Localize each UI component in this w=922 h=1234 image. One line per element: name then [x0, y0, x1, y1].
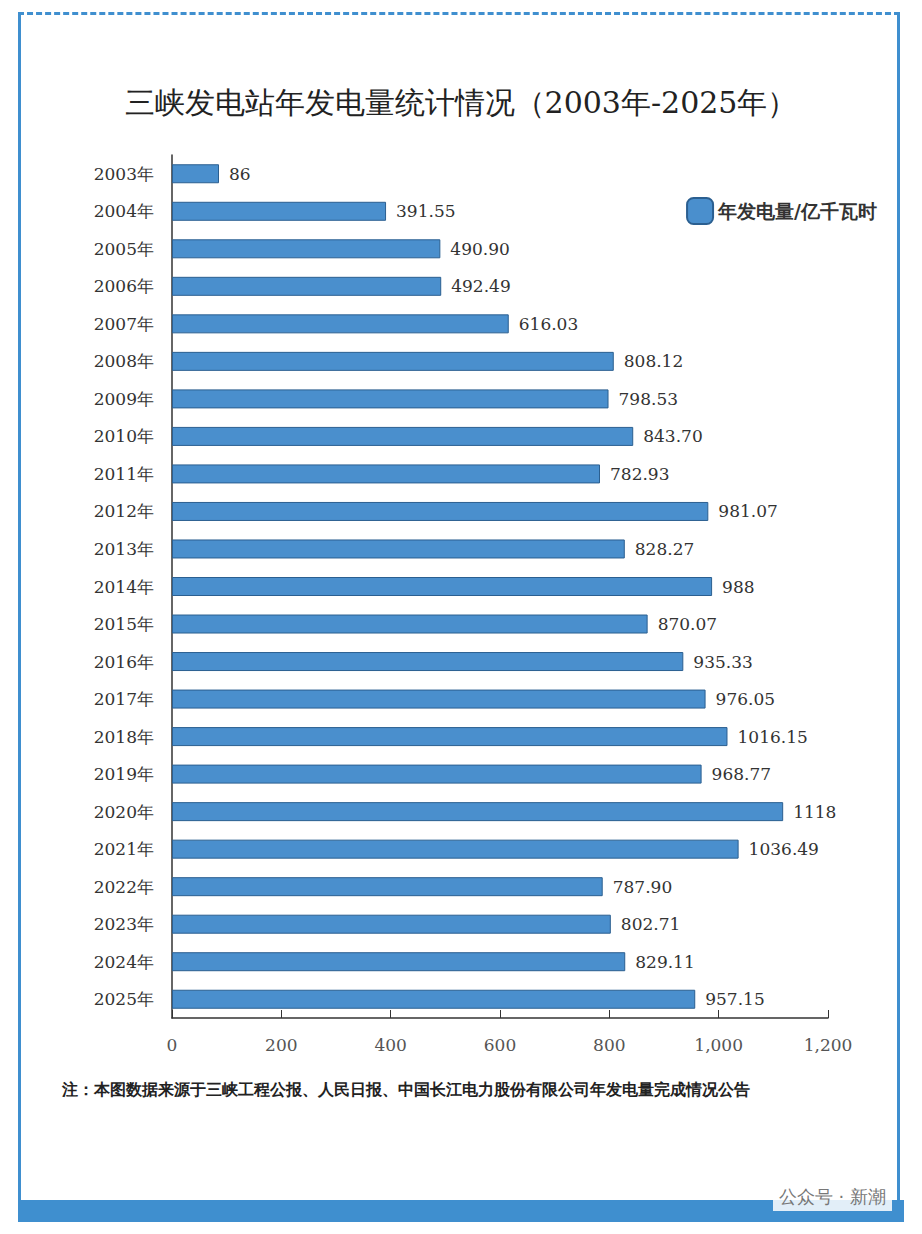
- svg-text:829.11: 829.11: [635, 952, 694, 972]
- svg-text:400: 400: [374, 1035, 406, 1055]
- svg-text:870.07: 870.07: [658, 614, 717, 634]
- svg-text:968.77: 968.77: [712, 764, 771, 784]
- svg-text:2025年: 2025年: [94, 989, 154, 1009]
- svg-text:616.03: 616.03: [519, 314, 578, 334]
- svg-text:808.12: 808.12: [624, 351, 683, 371]
- svg-text:492.49: 492.49: [451, 276, 510, 296]
- svg-text:2020年: 2020年: [94, 802, 154, 822]
- svg-text:600: 600: [484, 1035, 516, 1055]
- svg-text:年发电量/亿千瓦时: 年发电量/亿千瓦时: [717, 200, 877, 222]
- svg-text:2023年: 2023年: [94, 914, 154, 934]
- svg-text:2019年: 2019年: [94, 764, 154, 784]
- svg-text:三峡发电站年发电量统计情况（2003年-2025年）: 三峡发电站年发电量统计情况（2003年-2025年）: [125, 85, 798, 120]
- svg-text:2021年: 2021年: [94, 839, 154, 859]
- svg-text:2003年: 2003年: [94, 164, 154, 184]
- svg-text:802.71: 802.71: [621, 914, 680, 934]
- svg-text:2010年: 2010年: [94, 426, 154, 446]
- svg-text:2006年: 2006年: [94, 276, 154, 296]
- svg-text:843.70: 843.70: [643, 426, 702, 446]
- svg-text:1036.49: 1036.49: [749, 839, 819, 859]
- svg-text:2022年: 2022年: [94, 877, 154, 897]
- svg-text:2013年: 2013年: [94, 539, 154, 559]
- svg-text:976.05: 976.05: [716, 689, 775, 709]
- svg-text:988: 988: [722, 577, 754, 597]
- svg-text:391.55: 391.55: [396, 201, 455, 221]
- svg-text:2005年: 2005年: [94, 239, 154, 259]
- svg-text:2011年: 2011年: [94, 464, 154, 484]
- svg-text:2016年: 2016年: [94, 652, 154, 672]
- svg-text:2024年: 2024年: [94, 952, 154, 972]
- html-text:注：本图数据来源于三峡工程公报、人民日报、中国长江电力股份有: 注：本图数据来源于三峡工程公报、人民日报、中国长江电力股份有限公司年发电量完成情…: [62, 1080, 750, 1099]
- svg-text:2008年: 2008年: [94, 351, 154, 371]
- html-text:公众号 · 新潮: 公众号 · 新潮: [778, 1186, 886, 1207]
- svg-text:782.93: 782.93: [610, 464, 669, 484]
- svg-text:787.90: 787.90: [613, 877, 672, 897]
- svg-text:981.07: 981.07: [718, 501, 777, 521]
- svg-text:0: 0: [167, 1035, 178, 1055]
- svg-text:798.53: 798.53: [619, 389, 678, 409]
- svg-text:86: 86: [229, 164, 251, 184]
- svg-text:1,000: 1,000: [694, 1035, 743, 1055]
- svg-text:2017年: 2017年: [94, 689, 154, 709]
- svg-text:1,200: 1,200: [804, 1035, 853, 1055]
- svg-text:490.90: 490.90: [450, 239, 509, 259]
- svg-text:2007年: 2007年: [94, 314, 154, 334]
- svg-text:800: 800: [593, 1035, 625, 1055]
- svg-text:2015年: 2015年: [94, 614, 154, 634]
- svg-text:2012年: 2012年: [94, 501, 154, 521]
- svg-text:2014年: 2014年: [94, 577, 154, 597]
- svg-text:957.15: 957.15: [705, 989, 764, 1009]
- svg-text:2009年: 2009年: [94, 389, 154, 409]
- svg-text:935.33: 935.33: [693, 652, 752, 672]
- svg-text:1118: 1118: [793, 802, 836, 822]
- svg-text:2018年: 2018年: [94, 727, 154, 747]
- svg-text:828.27: 828.27: [635, 539, 694, 559]
- svg-text:200: 200: [265, 1035, 297, 1055]
- svg-text:1016.15: 1016.15: [737, 727, 807, 747]
- svg-text:2004年: 2004年: [94, 201, 154, 221]
